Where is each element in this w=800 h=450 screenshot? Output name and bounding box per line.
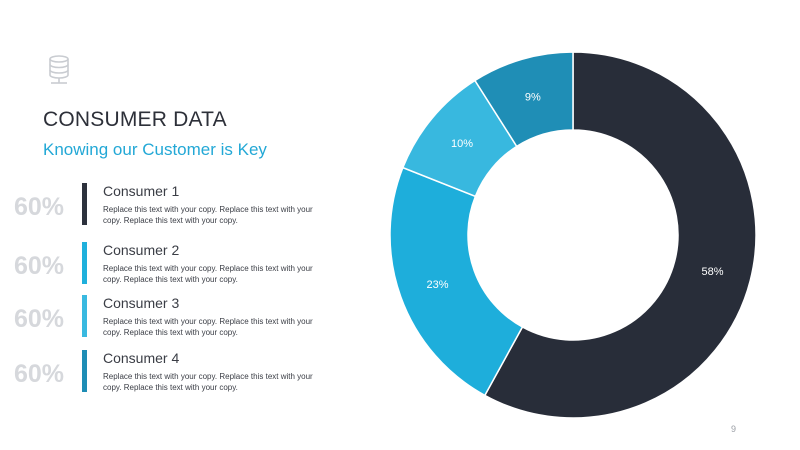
donut-slice-1 — [483, 51, 757, 419]
donut-slice-label-3: 10% — [451, 138, 473, 150]
donut-slice-label-4: 9% — [525, 92, 541, 104]
donut-chart: 58% 23% 10% 9% — [389, 51, 757, 419]
donut-slice-label-2: 23% — [426, 279, 448, 291]
consumer-color-bar — [82, 242, 87, 284]
consumer-item-3: 60% Consumer 3 Replace this text with yo… — [0, 295, 400, 351]
consumer-description: Replace this text with your copy. Replac… — [103, 205, 313, 225]
slide-subtitle: Knowing our Customer is Key — [43, 140, 267, 159]
consumer-name: Consumer 3 — [103, 295, 180, 311]
donut-slice-label-1: 58% — [701, 266, 723, 278]
consumer-description: Replace this text with your copy. Replac… — [103, 372, 313, 392]
consumer-name: Consumer 2 — [103, 242, 180, 258]
consumer-color-bar — [82, 295, 87, 337]
consumer-item-2: 60% Consumer 2 Replace this text with yo… — [0, 242, 400, 298]
consumer-name: Consumer 4 — [103, 350, 180, 366]
consumer-item-1: 60% Consumer 1 Replace this text with yo… — [0, 183, 400, 239]
consumer-description: Replace this text with your copy. Replac… — [103, 264, 313, 284]
consumer-description: Replace this text with your copy. Replac… — [103, 317, 313, 337]
consumer-color-bar — [82, 183, 87, 225]
slide-title: CONSUMER DATA — [43, 108, 227, 131]
database-icon — [49, 55, 69, 84]
page-number: 9 — [731, 424, 737, 434]
consumer-percent: 60% — [14, 360, 65, 388]
consumer-percent: 60% — [14, 252, 65, 280]
donut-slice-4 — [473, 51, 574, 148]
consumer-color-bar — [82, 350, 87, 392]
donut-slice-2 — [389, 166, 524, 397]
consumer-name: Consumer 1 — [103, 183, 180, 199]
consumer-item-4: 60% Consumer 4 Replace this text with yo… — [0, 350, 400, 406]
consumer-percent: 60% — [14, 193, 65, 221]
consumer-percent: 60% — [14, 305, 65, 333]
